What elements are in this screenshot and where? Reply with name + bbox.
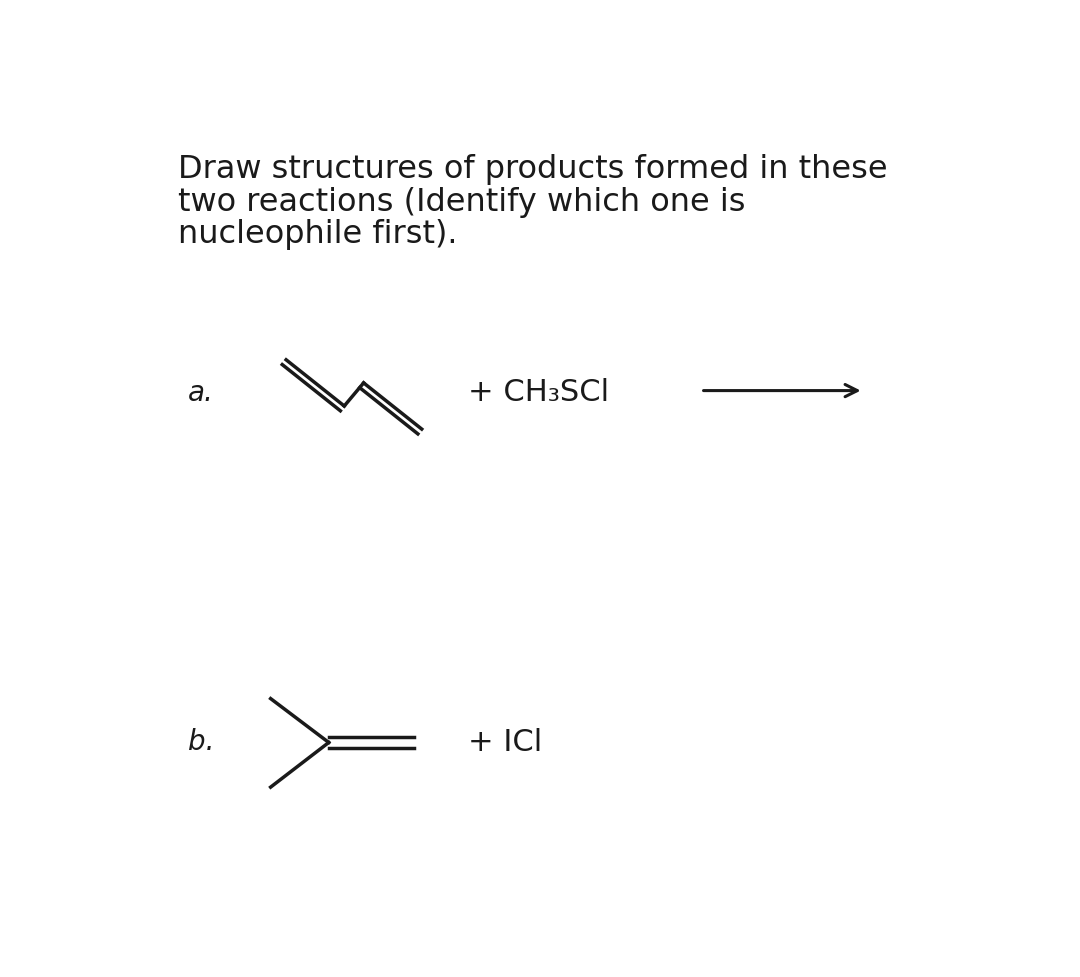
Text: two reactions (Identify which one is: two reactions (Identify which one is <box>177 187 745 218</box>
Text: + ICl: + ICl <box>469 728 542 757</box>
Text: a.: a. <box>188 379 214 406</box>
Text: + CH₃SCl: + CH₃SCl <box>469 378 609 407</box>
Text: nucleophile first).: nucleophile first). <box>177 219 457 250</box>
Text: Draw structures of products formed in these: Draw structures of products formed in th… <box>177 154 888 186</box>
Text: b.: b. <box>188 729 214 756</box>
